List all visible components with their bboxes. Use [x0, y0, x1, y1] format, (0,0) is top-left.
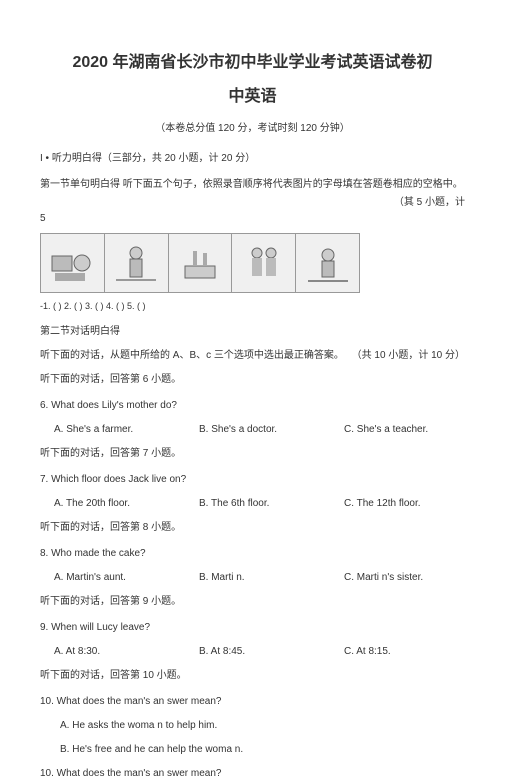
question-9: 9. When will Lucy leave? [40, 620, 465, 636]
q7-option-b: B. The 6th floor. [199, 496, 344, 512]
subtitle: 中英语 [40, 84, 465, 110]
listen-7: 听下面的对话，回答第 7 小题。 [40, 446, 465, 462]
options-7: A. The 20th floor. B. The 6th floor. C. … [40, 496, 465, 512]
listen-8: 听下面的对话，回答第 8 小题。 [40, 520, 465, 536]
q9-option-c: C. At 8:15. [344, 644, 391, 660]
part2-header: 第二节对话明白得 [40, 324, 465, 340]
part2-intro-right: （共 10 小题，计 10 分） [352, 348, 465, 364]
illustration-5 [296, 234, 359, 292]
question-6: 6. What does Lily's mother do? [40, 398, 465, 414]
question-8: 8. Who made the cake? [40, 546, 465, 562]
numbering-row: -1. ( ) 2. ( ) 3. ( ) 4. ( ) 5. ( ) [40, 299, 465, 313]
q8-option-b: B. Marti n. [199, 570, 344, 586]
options-6: A. She's a farmer. B. She's a doctor. C.… [40, 422, 465, 438]
options-9: A. At 8:30. B. At 8:45. C. At 8:15. [40, 644, 465, 660]
score-info: （本卷总分值 120 分，考试时刻 120 分钟） [40, 121, 465, 137]
illustration-2 [105, 234, 169, 292]
listen-9: 听下面的对话，回答第 9 小题。 [40, 594, 465, 610]
listen-6: 听下面的对话，回答第 6 小题。 [40, 372, 465, 388]
part1-score: （其 5 小题，计 [40, 195, 465, 211]
listen-10: 听下面的对话，回答第 10 小题。 [40, 668, 465, 684]
q9-option-b: B. At 8:45. [199, 644, 344, 660]
options-8: A. Martin's aunt. B. Marti n. C. Marti n… [40, 570, 465, 586]
q7-option-c: C. The 12th floor. [344, 496, 421, 512]
q10-option-a: A. He asks the woma n to help him. [40, 718, 465, 734]
part1-num: 5 [40, 211, 465, 227]
illustration-4 [232, 234, 296, 292]
q8-option-a: A. Martin's aunt. [54, 570, 199, 586]
q8-option-c: C. Marti n's sister. [344, 570, 423, 586]
q6-option-a: A. She's a farmer. [54, 422, 199, 438]
q9-option-a: A. At 8:30. [54, 644, 199, 660]
question-7: 7. Which floor does Jack live on? [40, 472, 465, 488]
question-10: 10. What does the man's an swer mean? [40, 694, 465, 710]
q6-option-b: B. She's a doctor. [199, 422, 344, 438]
illustration-1 [41, 234, 105, 292]
part1-instruction: 第一节单句明白得 听下面五个句子，依照录音顺序将代表图片的字母填在答题卷相应的空… [40, 177, 465, 193]
illustration-3 [169, 234, 233, 292]
q6-option-c: C. She's a teacher. [344, 422, 428, 438]
q10-option-b: B. He's free and he can help the woma n. [40, 742, 465, 758]
q7-option-a: A. The 20th floor. [54, 496, 199, 512]
section1-header: I • 听力明白得（三部分，共 20 小题，计 20 分） [40, 151, 465, 167]
illustration-strip [40, 233, 360, 293]
main-title: 2020 年湖南省长沙市初中毕业学业考试英语试卷初 [40, 50, 465, 76]
part2-intro-left: 听下面的对话，从题中所给的 A、B、c 三个选项中选出最正确答案。 [40, 348, 344, 364]
question-10-repeat: 10. What does the man's an swer mean? [40, 766, 465, 782]
